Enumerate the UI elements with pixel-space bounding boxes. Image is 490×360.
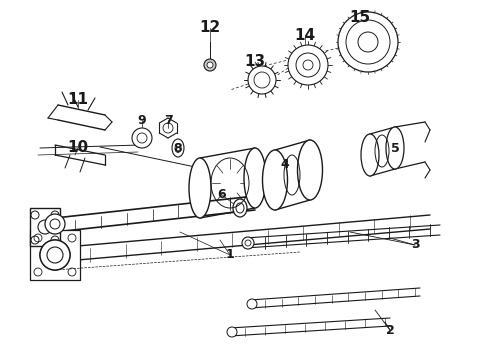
- Ellipse shape: [227, 327, 237, 337]
- Polygon shape: [30, 230, 80, 280]
- Text: 9: 9: [138, 113, 147, 126]
- Text: 11: 11: [68, 93, 89, 108]
- Ellipse shape: [242, 237, 254, 249]
- Ellipse shape: [45, 214, 65, 234]
- Ellipse shape: [172, 139, 184, 157]
- Text: 4: 4: [281, 158, 290, 171]
- Ellipse shape: [38, 220, 52, 234]
- Ellipse shape: [40, 240, 70, 270]
- Circle shape: [248, 66, 276, 94]
- Text: 6: 6: [218, 189, 226, 202]
- Text: 8: 8: [173, 141, 182, 154]
- Ellipse shape: [244, 148, 266, 208]
- Circle shape: [207, 62, 213, 68]
- Bar: [30, 208, 60, 246]
- Ellipse shape: [297, 140, 322, 200]
- Circle shape: [338, 12, 398, 72]
- Circle shape: [288, 45, 328, 85]
- Text: 12: 12: [199, 21, 220, 36]
- Text: 14: 14: [294, 27, 316, 42]
- Ellipse shape: [189, 158, 211, 218]
- Text: 2: 2: [386, 324, 394, 337]
- Text: 15: 15: [349, 10, 370, 26]
- Circle shape: [132, 128, 152, 148]
- Ellipse shape: [40, 240, 70, 270]
- Ellipse shape: [263, 150, 288, 210]
- Text: 13: 13: [245, 54, 266, 69]
- Ellipse shape: [47, 247, 63, 263]
- Text: 7: 7: [164, 113, 172, 126]
- Ellipse shape: [386, 127, 404, 169]
- Ellipse shape: [247, 299, 257, 309]
- Text: 3: 3: [411, 238, 419, 252]
- Ellipse shape: [361, 134, 379, 176]
- Text: 5: 5: [391, 141, 399, 154]
- Text: 10: 10: [68, 140, 89, 156]
- Text: 1: 1: [225, 248, 234, 261]
- Circle shape: [204, 59, 216, 71]
- Ellipse shape: [233, 199, 247, 217]
